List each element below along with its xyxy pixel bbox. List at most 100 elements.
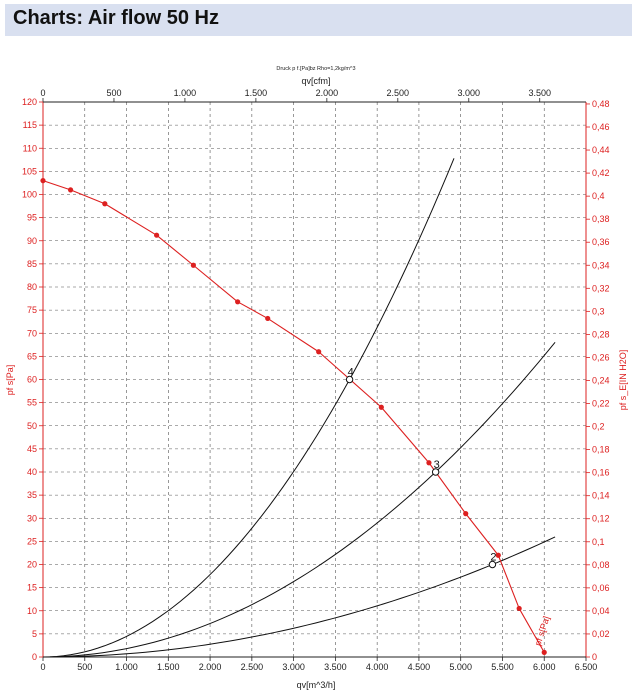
fan-curve-point — [495, 552, 501, 558]
x-top-tick-label: 1.000 — [174, 88, 197, 98]
curves: 4 3 2 pf s[Pa] — [40, 158, 556, 658]
y-right-tick-label: 0,48 — [592, 99, 610, 109]
y-right-tick-label: 0,4 — [592, 191, 605, 201]
y-right-axis-label: pf s_E[IN H2O] — [618, 350, 628, 411]
y-tick-label: 105 — [22, 166, 37, 176]
x-tick-label: 4.000 — [366, 662, 389, 672]
fan-curve-point — [154, 232, 160, 238]
system-curve-3 — [42, 341, 556, 658]
y-right-tick-label: 0,44 — [592, 145, 610, 155]
y-right-tick-label: 0,38 — [592, 214, 610, 224]
x-top-tick-label: 1.500 — [245, 88, 268, 98]
fan-curve-point — [378, 404, 384, 410]
y-right-tick-label: 0,08 — [592, 560, 610, 570]
x-top-tick-label: 3.500 — [528, 88, 551, 98]
fan-curve-point — [265, 315, 271, 322]
y-tick-label: 60 — [27, 375, 37, 385]
operating-point-label-3: 3 — [434, 459, 440, 471]
y-right-tick-label: 0,12 — [592, 514, 610, 524]
x-axis-label: qv[m^3/h] — [297, 680, 336, 690]
fan-curve-point — [541, 649, 547, 655]
y-axis-label: pf s[Pa] — [5, 365, 15, 396]
grid — [43, 102, 586, 657]
y-tick-label: 25 — [27, 536, 37, 546]
y-tick-label: 5 — [32, 629, 37, 639]
y-tick-label: 0 — [32, 652, 37, 662]
y-tick-label: 95 — [27, 213, 37, 223]
x-top-tick-label: 2.500 — [387, 88, 410, 98]
x-tick-label: 4.500 — [408, 662, 431, 672]
y-right-tick-label: 0,32 — [592, 283, 610, 293]
x-top-tick-label: 3.000 — [458, 88, 481, 98]
y-tick-label: 50 — [27, 421, 37, 431]
page-title: Charts: Air flow 50 Hz — [13, 7, 219, 29]
operating-point-label-4: 4 — [348, 367, 354, 379]
y-right-tick-label: 0,28 — [592, 329, 610, 339]
y-right-tick-label: 0,46 — [592, 122, 610, 132]
x-tick-label: 2.000 — [199, 662, 222, 672]
y-right-tick-label: 0,26 — [592, 352, 610, 362]
y-right-tick-label: 0,2 — [592, 422, 605, 432]
x-tick-label: 3.000 — [282, 662, 305, 672]
y-right-tick-label: 0,22 — [592, 399, 610, 409]
x-tick-label: 0 — [40, 662, 45, 672]
y-tick-label: 90 — [27, 236, 37, 246]
x-top-axis-label: qv[cfm] — [301, 76, 330, 86]
x-tick-label: 5.000 — [449, 662, 472, 672]
y-tick-label: 85 — [27, 259, 37, 269]
x-tick-label: 6.000 — [533, 662, 556, 672]
operating-point-3 — [431, 468, 440, 476]
system-curve-2 — [42, 536, 556, 658]
x-top-tick-label: 0 — [40, 88, 45, 98]
fan-curve-point — [190, 262, 196, 268]
y-right-tick-label: 0,16 — [592, 468, 610, 478]
y-tick-label: 20 — [27, 560, 37, 570]
x-tick-label: 2.500 — [241, 662, 264, 672]
y-tick-label: 10 — [27, 606, 37, 616]
fan-curve-point — [463, 511, 469, 517]
operating-point-2 — [488, 560, 497, 569]
y-tick-label: 75 — [27, 305, 37, 315]
system-curve-4 — [42, 158, 455, 658]
operating-point-4 — [345, 375, 354, 384]
operating-point-label-2: 2 — [490, 552, 496, 564]
y-right-tick-label: 0,42 — [592, 168, 610, 178]
x-tick-label: 1.000 — [115, 662, 138, 672]
fan-curve-point — [426, 460, 432, 466]
chart-subtitle: Druck p f.[Pa]bz Rho=1,2kg/m^3 — [276, 66, 355, 72]
axes: 0 500 1.000 1.500 2.000 2.500 3.000 3.500 4.000 4… — [22, 88, 610, 672]
y-tick-label: 100 — [22, 190, 37, 200]
fan-curve-point — [235, 299, 241, 305]
x-top-tick-label: 2.000 — [316, 88, 339, 98]
y-right-tick-label: 0,02 — [592, 629, 610, 639]
x-top-tick-label: 500 — [106, 88, 121, 98]
y-right-tick-label: 0,24 — [592, 375, 610, 385]
fan-curve-label: pf s[Pa] — [533, 615, 552, 647]
y-right-tick-label: 0,3 — [592, 306, 605, 316]
y-right-tick-label: 0 — [592, 652, 597, 662]
fan-curve-point — [102, 201, 108, 207]
y-tick-label: 55 — [27, 398, 37, 408]
labels: Druck p f.[Pa]bz Rho=1,2kg/m^3 qv[cfm] q… — [5, 66, 628, 690]
y-tick-label: 80 — [27, 282, 37, 292]
y-tick-label: 120 — [22, 97, 37, 107]
fan-curve — [42, 180, 545, 653]
y-tick-label: 15 — [27, 583, 37, 593]
y-right-tick-label: 0,36 — [592, 237, 610, 247]
fan-curve-point — [40, 178, 46, 184]
x-tick-label: 500 — [77, 662, 92, 672]
fan-curve-point — [316, 349, 322, 355]
y-tick-label: 115 — [23, 120, 37, 130]
y-right-tick-label: 0,34 — [592, 260, 610, 270]
fan-curve-point — [67, 187, 74, 193]
y-right-tick-label: 0,04 — [592, 606, 610, 616]
x-tick-label: 6.500 — [575, 662, 598, 672]
x-tick-label: 1.500 — [157, 662, 180, 672]
y-right-tick-label: 0,1 — [592, 537, 605, 547]
y-tick-label: 45 — [27, 444, 37, 454]
fan-curve-point — [516, 605, 522, 612]
y-tick-label: 35 — [27, 490, 37, 500]
y-tick-label: 30 — [27, 513, 37, 523]
y-tick-label: 110 — [23, 143, 37, 153]
